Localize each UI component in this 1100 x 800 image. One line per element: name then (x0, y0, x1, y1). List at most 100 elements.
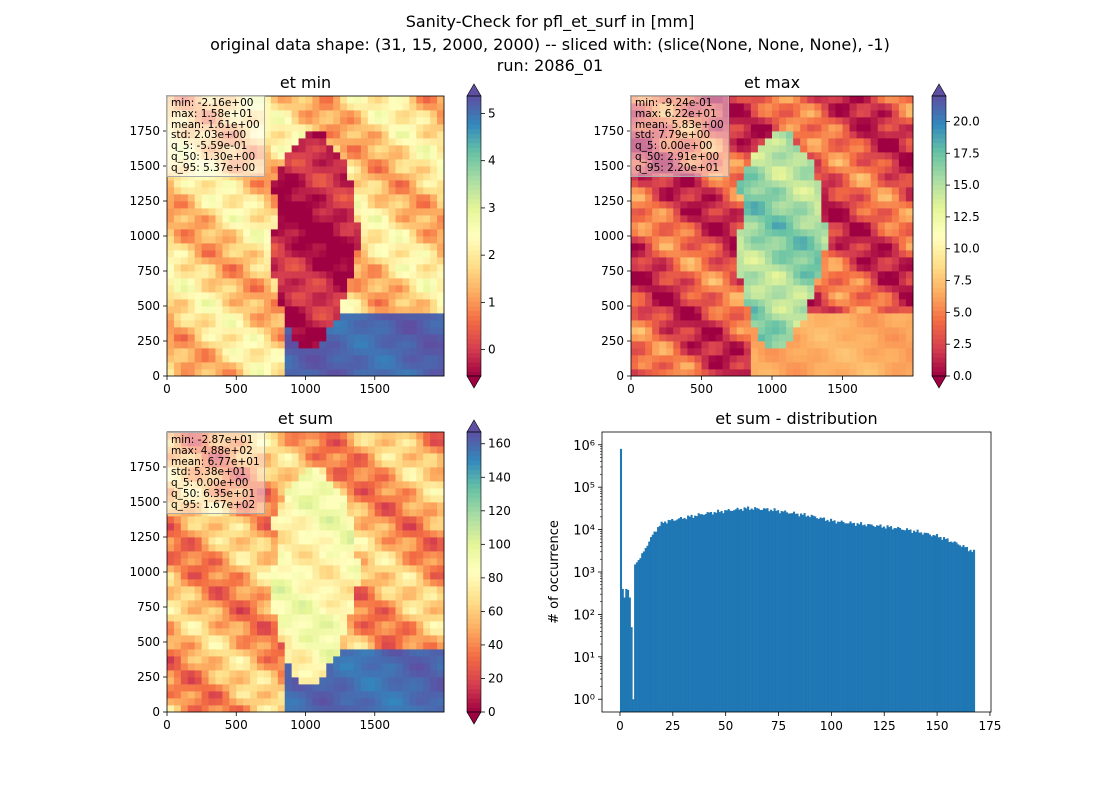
heatmap-cell (430, 446, 438, 454)
heatmap-cell (173, 628, 182, 636)
heatmap-cell (652, 250, 660, 258)
heatmap-cell (891, 264, 900, 272)
heatmap-cell (722, 96, 731, 104)
heatmap-cell (423, 264, 431, 272)
heatmap-cell (173, 362, 182, 370)
heatmap-cell (835, 362, 843, 370)
heatmap-cell (353, 320, 362, 328)
heatmap-cell (347, 607, 355, 615)
heatmap-cell (353, 103, 362, 111)
heatmap-cell (291, 642, 299, 650)
heatmap-cell (347, 236, 355, 244)
heatmap-cell (835, 264, 843, 272)
heatmap-cell (884, 222, 893, 230)
heatmap-cell (402, 705, 410, 713)
heatmap-cell (367, 257, 376, 265)
heatmap-cell (842, 271, 850, 279)
heatmap-cell (828, 306, 836, 314)
heatmap-cell (388, 145, 396, 153)
heatmap-cell (284, 544, 293, 552)
heatmap-cell (173, 180, 182, 188)
heatmap-cell (437, 173, 445, 181)
heatmap-cell (729, 243, 738, 251)
heatmap-cell (374, 306, 383, 314)
heatmap-cell (814, 341, 822, 349)
heatmap-cell (736, 131, 745, 139)
heatmap-cell (680, 369, 688, 377)
heatmap-cell (645, 194, 653, 202)
heatmap-cell (229, 362, 237, 370)
heatmap-cell (666, 327, 674, 335)
heatmap-cell (694, 222, 702, 230)
heatmap-cell (409, 299, 417, 307)
heatmap-cell (277, 523, 286, 531)
heatmap-cell (750, 215, 759, 223)
colorbar-step (932, 194, 946, 200)
heatmap-cell (828, 362, 836, 370)
heatmap-cell (222, 600, 230, 608)
heatmap-cell (381, 292, 389, 300)
heatmap-cell (319, 250, 327, 258)
heatmap-cell (326, 684, 334, 692)
heatmap-cell (201, 565, 209, 573)
heatmap-cell (257, 656, 265, 664)
heatmap-cell (319, 222, 327, 230)
heatmap-cell (270, 586, 279, 594)
heatmap-cell (835, 334, 843, 342)
heatmap-cell (263, 299, 272, 307)
heatmap-cell (430, 572, 438, 580)
heatmap-cell (305, 250, 313, 258)
heatmap-cell (243, 194, 251, 202)
heatmap-cell (194, 446, 203, 454)
heatmap-cell (374, 236, 383, 244)
heatmap-cell (236, 628, 244, 636)
heatmap-cell (333, 103, 341, 111)
heatmap-cell (437, 110, 445, 118)
heatmap-cell (277, 551, 286, 559)
heatmap-cell (673, 271, 681, 279)
heatmap-cell (423, 481, 431, 489)
heatmap-cell (250, 642, 258, 650)
heatmap-cell (312, 348, 320, 356)
heatmap-cell (353, 635, 362, 643)
heatmap-cell (645, 355, 653, 363)
heatmap-cell (270, 537, 279, 545)
heatmap-cell (381, 313, 389, 321)
heatmap-cell (863, 327, 872, 335)
heatmap-cell (779, 271, 787, 279)
heatmap-cell (437, 341, 445, 349)
heatmap-cell (722, 173, 731, 181)
heatmap-cell (793, 215, 801, 223)
heatmap-cell (729, 215, 738, 223)
heatmap-cell (360, 621, 369, 629)
heatmap-cell (340, 460, 348, 468)
heatmap-cell (270, 544, 279, 552)
heatmap-cell (898, 236, 907, 244)
heatmap-cell (423, 320, 431, 328)
heatmap-cell (729, 250, 738, 258)
heatmap-cell (263, 187, 272, 195)
heatmap-cell (250, 614, 258, 622)
colorbar-step (467, 236, 481, 242)
heatmap-cell (263, 684, 272, 692)
heatmap-cell (750, 138, 759, 146)
heatmap-cell (877, 222, 886, 230)
heatmap-cell (284, 362, 293, 370)
heatmap-cell (870, 215, 879, 223)
heatmap-cell (291, 159, 299, 167)
heatmap-cell (194, 474, 203, 482)
heatmap-cell (402, 180, 410, 188)
heatmap-cell (402, 649, 410, 657)
colorbar-step (932, 264, 946, 270)
heatmap-cell (257, 467, 265, 475)
heatmap-cell (828, 348, 836, 356)
heatmap-cell (381, 635, 389, 643)
heatmap-cell (360, 257, 369, 265)
heatmap-cell (347, 670, 355, 678)
heatmap-cell (722, 236, 731, 244)
heatmap-cell (856, 299, 865, 307)
heatmap-cell (395, 257, 403, 265)
heatmap-cell (367, 222, 376, 230)
heatmap-cell (898, 257, 907, 265)
heatmap-cell (750, 271, 759, 279)
